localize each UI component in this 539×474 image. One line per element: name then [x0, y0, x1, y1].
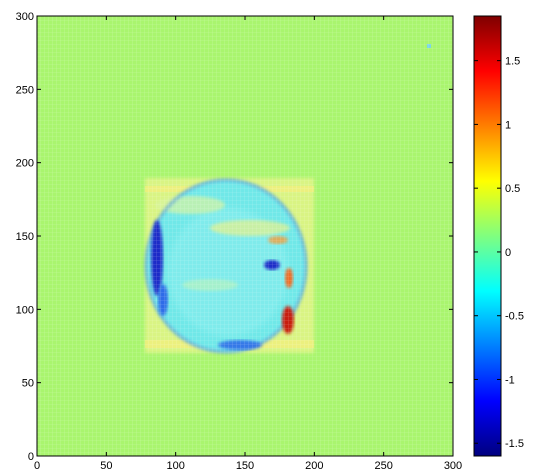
y-tick-label: 100: [16, 304, 34, 316]
x-tick-label: 250: [374, 460, 392, 472]
x-tick-label: 300: [444, 460, 462, 472]
colorbar: 1.5 1 0.5 0 -0.5 -1 -1.5: [473, 15, 524, 457]
colorbar-ticks: 1.5 1 0.5 0 -0.5 -1 -1.5: [474, 56, 524, 450]
y-tick-label: 150: [16, 231, 34, 243]
x-tick-label: 100: [166, 460, 184, 472]
x-tick-label: 0: [34, 460, 40, 472]
colorbar-tick-label: -1.5: [505, 438, 524, 450]
x-tick-label: 50: [100, 460, 112, 472]
y-axis: 0 50 100 150 200 250 300: [16, 11, 453, 463]
y-tick-label: 50: [22, 378, 34, 390]
y-tick-label: 200: [16, 158, 34, 170]
plot-area: [37, 16, 453, 456]
x-tick-label: 150: [236, 460, 254, 472]
y-tick-label: 250: [16, 84, 34, 96]
colorbar-tick-label: -1: [505, 374, 515, 386]
x-axis: 0 50 100 150 200 250 300: [34, 16, 462, 472]
colorbar-tick-label: -0.5: [505, 311, 524, 323]
colorbar-tick-label: 1.5: [505, 56, 520, 68]
colorbar-gradient: [474, 16, 501, 456]
y-tick-label: 300: [16, 11, 34, 23]
colorbar-tick-label: 0: [505, 247, 511, 259]
grid-texture: [37, 16, 453, 456]
colorbar-tick-label: 0.5: [505, 183, 520, 195]
colorbar-frame: [473, 15, 502, 457]
x-tick-label: 200: [305, 460, 323, 472]
colorbar-tick-label: 1: [505, 119, 511, 131]
y-tick-label: 0: [28, 451, 34, 463]
